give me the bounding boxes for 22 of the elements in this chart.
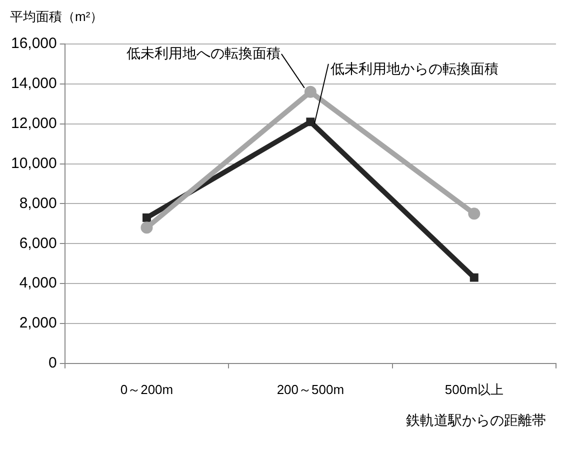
y-tick-label: 6,000 — [19, 234, 57, 252]
y-tick-label: 4,000 — [19, 274, 57, 292]
text: 低未利用地への転換面積 — [126, 44, 280, 61]
y-tick-label: 0 — [48, 354, 57, 372]
y-tick-label: 2,000 — [19, 314, 57, 332]
point — [468, 208, 480, 220]
y-tick-label: 16,000 — [10, 35, 57, 52]
y-tick-label: 14,000 — [10, 75, 57, 92]
x-tick-label: 0～200m — [120, 382, 174, 397]
point — [142, 213, 151, 222]
x-tick-label: 500m以上 — [444, 382, 504, 397]
text: 低未利用地からの転換面積 — [330, 60, 498, 77]
point — [306, 118, 315, 126]
point — [304, 86, 316, 98]
y-tick-label: 8,000 — [19, 194, 57, 212]
y-axis-title: 平均面積（m²） — [10, 8, 104, 26]
point — [470, 273, 478, 282]
x-axis-title: 鉄軌道駅からの距離帯 — [405, 412, 546, 430]
point — [140, 222, 153, 234]
y-tick-label: 10,000 — [10, 154, 57, 172]
x-tick-label: 200～500m — [276, 382, 344, 397]
y-tick-label: 12,000 — [10, 114, 57, 132]
